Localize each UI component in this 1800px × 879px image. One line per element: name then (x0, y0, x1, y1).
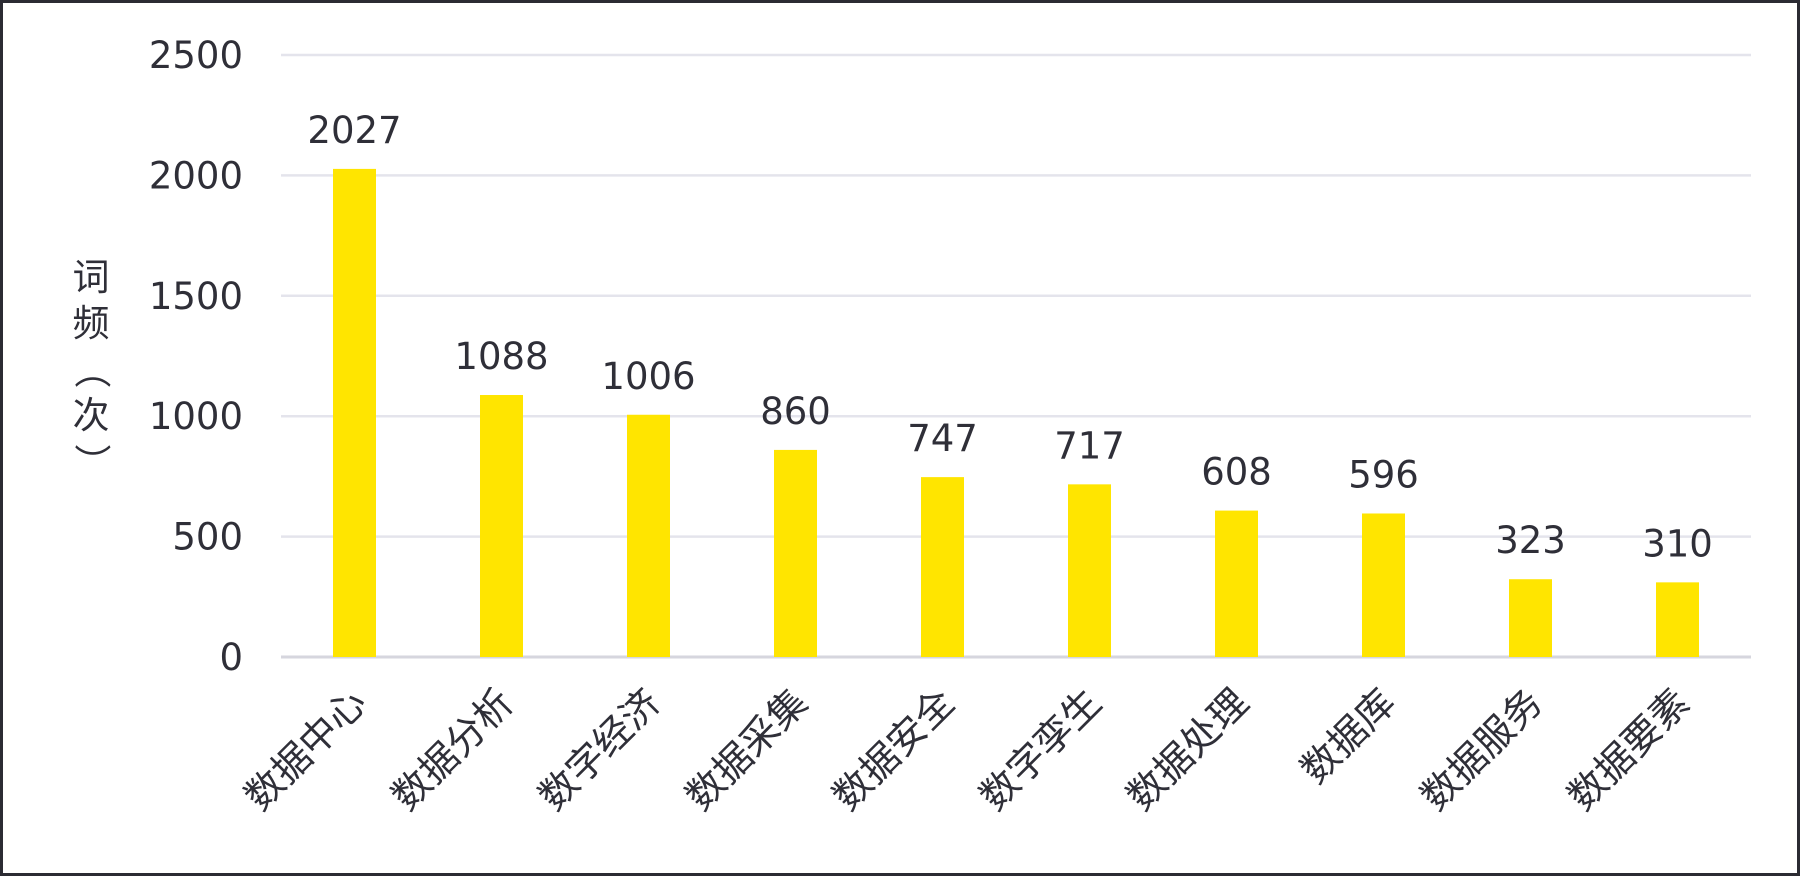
bar (774, 449, 817, 657)
y-axis-ticks: 0 500 1000 1500 2000 2500 (149, 34, 243, 679)
y-axis-label-char: 次 (73, 394, 110, 437)
bar-chart: 0 500 1000 1500 2000 2500 2027 1088 1006 860 747 7… (70, 34, 1751, 819)
bar (1068, 484, 1111, 657)
x-tick-label: 数据中心 (236, 680, 375, 819)
x-tick-label: 数字经济 (530, 680, 669, 819)
bar (1362, 513, 1405, 657)
y-tick-label: 0 (219, 636, 243, 679)
y-tick-label: 1500 (149, 275, 243, 318)
bar (333, 168, 376, 657)
x-tick-label: 数据处理 (1118, 680, 1257, 819)
data-label: 310 (1642, 522, 1713, 565)
x-tick-label: 数字孪生 (971, 680, 1110, 819)
y-axis-label: 词频 （ 次 ） (70, 256, 113, 481)
x-tick-label: 数据分析 (383, 680, 522, 819)
y-axis-label-char: ） (70, 444, 113, 481)
x-tick-label: 数据安全 (824, 680, 963, 819)
y-tick-label: 2000 (149, 154, 243, 197)
x-tick-label: 数据服务 (1412, 680, 1551, 819)
grid-lines (281, 53, 1751, 659)
data-label: 747 (907, 417, 978, 460)
data-label: 596 (1348, 453, 1419, 496)
bar (1509, 579, 1552, 657)
bars (333, 168, 1699, 657)
data-label: 717 (1054, 424, 1125, 467)
x-tick-label: 数据库 (1292, 680, 1404, 792)
y-axis-label-char: 词 (73, 256, 110, 299)
y-tick-label: 1000 (149, 395, 243, 438)
data-label: 323 (1495, 519, 1566, 562)
data-label: 608 (1201, 451, 1272, 494)
bar (1215, 510, 1258, 657)
data-label: 2027 (307, 109, 401, 152)
bar (1656, 582, 1699, 657)
x-tick-label: 数据采集 (677, 680, 816, 819)
bar (480, 395, 523, 657)
data-label: 1006 (601, 355, 695, 398)
y-axis-label-char: （ (70, 352, 113, 389)
data-label: 1088 (454, 335, 548, 378)
bar (921, 477, 964, 657)
y-axis-label-char: 频 (73, 302, 110, 345)
data-label: 860 (760, 390, 831, 433)
bar (627, 414, 670, 657)
x-tick-label: 数据要素 (1559, 680, 1698, 819)
data-labels: 2027 1088 1006 860 747 717 608 596 323 310 (307, 109, 1712, 565)
x-axis-ticks: 数据中心 数据分析 数字经济 数据采集 数据安全 数字孪生 数据处理 数据库 数据服务 数据要素 (236, 680, 1698, 819)
y-tick-label: 2500 (149, 34, 243, 77)
y-tick-label: 500 (172, 516, 243, 559)
